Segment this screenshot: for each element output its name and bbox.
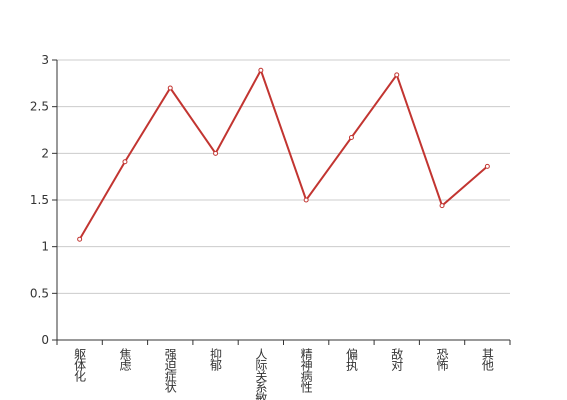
x-tick-label: 精神病性 — [299, 348, 313, 394]
x-tick-label: 敌对 — [390, 347, 404, 371]
y-tick-label: 0 — [41, 333, 49, 347]
x-tick-label: 人际关系敏感 — [254, 348, 268, 400]
data-point — [303, 197, 309, 203]
x-tick-label: 焦虑 — [118, 348, 132, 371]
x-tick-label: 偏执 — [344, 347, 358, 372]
data-point — [348, 134, 354, 140]
data-line — [78, 67, 489, 240]
y-tick-label: 1 — [41, 240, 49, 254]
y-tick-label: 1.5 — [30, 193, 49, 207]
data-point — [258, 67, 264, 73]
x-tick-label: 躯体化 — [73, 347, 87, 383]
data-point — [122, 159, 128, 165]
data-point — [439, 203, 445, 209]
x-tick-label: 抑郁 — [209, 347, 223, 372]
x-tick-label: 恐怖 — [435, 348, 449, 371]
data-point — [484, 163, 490, 169]
y-tick-label: 0.5 — [30, 286, 49, 300]
x-tick-label: 其他 — [480, 348, 494, 371]
data-point — [77, 236, 83, 242]
y-tick-label: 3 — [41, 53, 49, 67]
x-tick-label: 强迫症状 — [163, 348, 177, 393]
data-point — [213, 150, 219, 156]
y-tick-label: 2.5 — [30, 100, 49, 114]
data-point — [167, 85, 173, 91]
data-point — [394, 72, 400, 78]
y-tick-label: 2 — [41, 146, 49, 160]
